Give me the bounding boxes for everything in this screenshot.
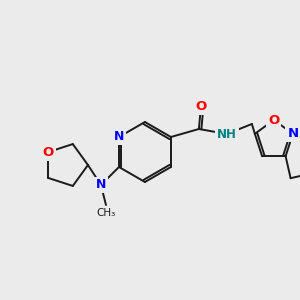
Text: N: N: [96, 178, 106, 191]
Text: O: O: [43, 146, 54, 159]
Text: N: N: [114, 130, 124, 143]
Text: CH₃: CH₃: [96, 208, 116, 218]
Text: O: O: [195, 100, 206, 113]
Text: O: O: [268, 113, 280, 127]
Text: N: N: [287, 127, 298, 140]
Text: NH: NH: [217, 128, 237, 140]
